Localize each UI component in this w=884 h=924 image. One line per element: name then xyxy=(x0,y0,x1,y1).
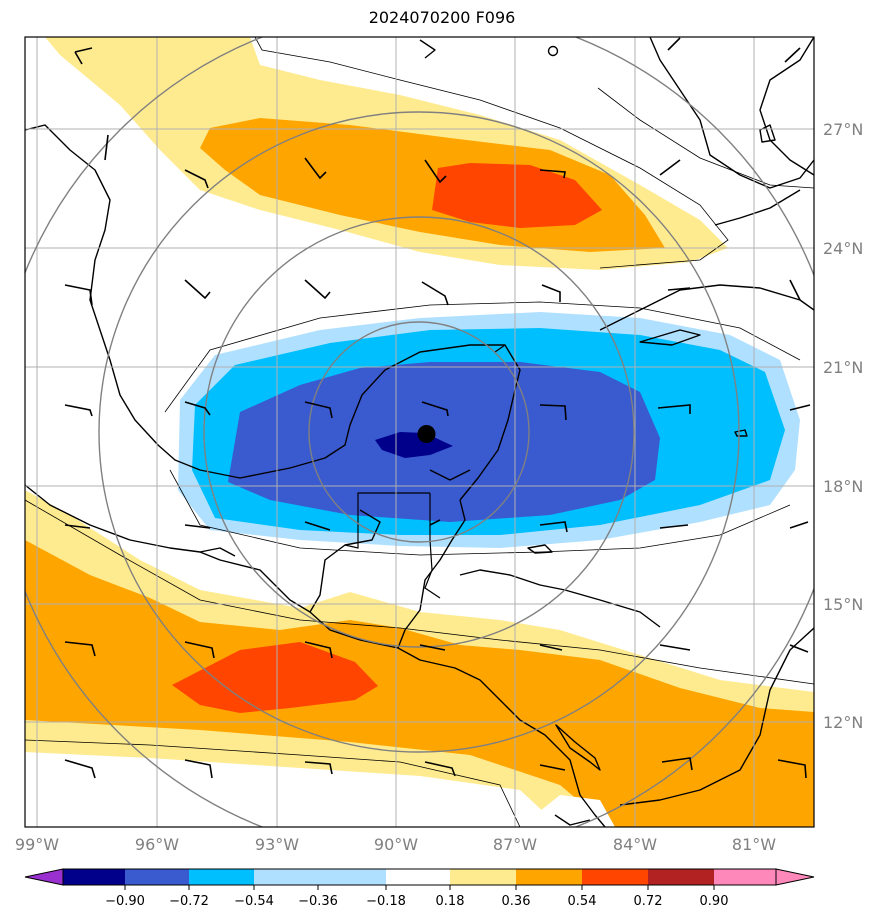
colorbar-tick-label: −0.36 xyxy=(298,894,338,909)
lat-label: 15°N xyxy=(823,595,863,614)
thin-contours xyxy=(25,37,814,827)
lon-label: 87°W xyxy=(493,835,537,854)
longitude-labels: 99°W 96°W 93°W 90°W 87°W 84°W 81°W xyxy=(15,835,776,854)
south-positive-anomaly-field xyxy=(25,490,814,827)
colorbar-segment xyxy=(125,869,189,885)
colorbar-tick-label: 0.18 xyxy=(436,894,465,909)
south-land-gap xyxy=(520,795,615,827)
colorbar-tick-label: 0.54 xyxy=(568,894,597,909)
lat-label: 24°N xyxy=(823,239,863,258)
colorbar-segment xyxy=(450,869,516,885)
lon-label: 84°W xyxy=(613,835,657,854)
colorbar-tick-label: 0.36 xyxy=(502,894,531,909)
lon-label: 90°W xyxy=(374,835,418,854)
map-title: 2024070200 F096 xyxy=(368,8,516,27)
colorbar-extend-high xyxy=(775,868,815,886)
lat-label: 18°N xyxy=(823,477,863,496)
map-frame xyxy=(24,36,815,828)
distance-rings xyxy=(25,37,814,827)
colorbar-segment xyxy=(714,869,776,885)
lon-label: 93°W xyxy=(255,835,299,854)
north-positive-anomaly-field xyxy=(45,37,728,270)
colorbar: −0.90 −0.72 −0.54 −0.36 −0.18 0.18 0.36 … xyxy=(24,868,815,909)
lon-label: 99°W xyxy=(15,835,59,854)
colorbar-segment xyxy=(582,869,648,885)
colorbar-tick-label: 0.90 xyxy=(700,894,729,909)
colorbar-segment xyxy=(254,869,318,885)
latitude-labels: 27°N 24°N 21°N 18°N 15°N 12°N xyxy=(823,120,863,732)
coastlines xyxy=(25,37,814,827)
colorbar-segment xyxy=(516,869,582,885)
storm-center-marker xyxy=(417,425,436,443)
colorbar-tick-label: −0.18 xyxy=(366,894,406,909)
colorbar-segment xyxy=(318,869,386,885)
lat-label: 27°N xyxy=(823,120,863,139)
wind-barbs xyxy=(64,37,811,779)
lat-label: 21°N xyxy=(823,358,863,377)
colorbar-segment xyxy=(189,869,254,885)
negative-anomaly-field xyxy=(178,312,800,548)
colorbar-extend-low xyxy=(24,868,64,886)
lon-label: 96°W xyxy=(135,835,179,854)
colorbar-segment xyxy=(648,869,714,885)
colorbar-tick-label: −0.54 xyxy=(234,894,274,909)
map-area xyxy=(25,37,814,827)
lat-label: 12°N xyxy=(823,713,863,732)
gridlines xyxy=(25,37,814,827)
colorbar-tick-label: −0.90 xyxy=(105,894,145,909)
colorbar-segment xyxy=(386,869,450,885)
colorbar-tick-label: 0.72 xyxy=(634,894,663,909)
colorbar-segment xyxy=(63,869,125,885)
lon-label: 81°W xyxy=(732,835,776,854)
colorbar-tick-label: −0.72 xyxy=(169,894,209,909)
